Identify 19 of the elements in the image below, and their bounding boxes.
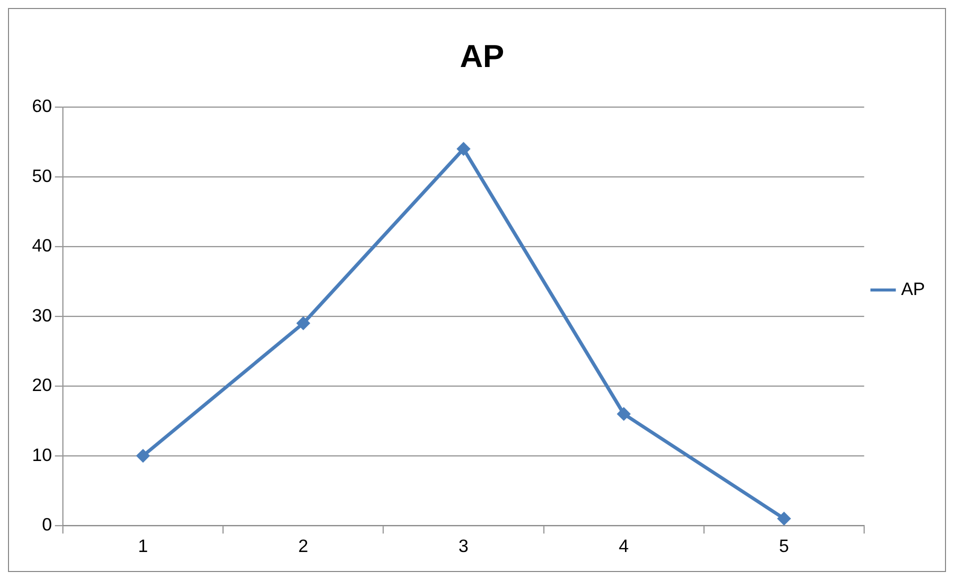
x-tick-label: 2: [298, 536, 308, 556]
y-tick-label: 50: [32, 166, 52, 186]
y-tick-label: 60: [32, 96, 52, 116]
point: [136, 448, 150, 463]
point: [616, 406, 631, 421]
y-tick-label: 0: [42, 514, 52, 535]
point: [456, 142, 471, 156]
legend-label: AP: [901, 278, 926, 299]
x-tick-label: 3: [458, 536, 469, 556]
y-tick-label: 30: [32, 305, 52, 326]
x-tick-label: 1: [138, 536, 148, 556]
y-tick-label: 10: [32, 444, 52, 465]
x-tick-label: 5: [779, 536, 790, 556]
y-tick-label: 40: [32, 236, 52, 256]
chart-title: AP: [460, 38, 504, 74]
y-tick-label: 20: [32, 375, 52, 396]
x-tick-label: 4: [618, 536, 629, 556]
point: [296, 316, 310, 330]
point: [777, 512, 792, 526]
